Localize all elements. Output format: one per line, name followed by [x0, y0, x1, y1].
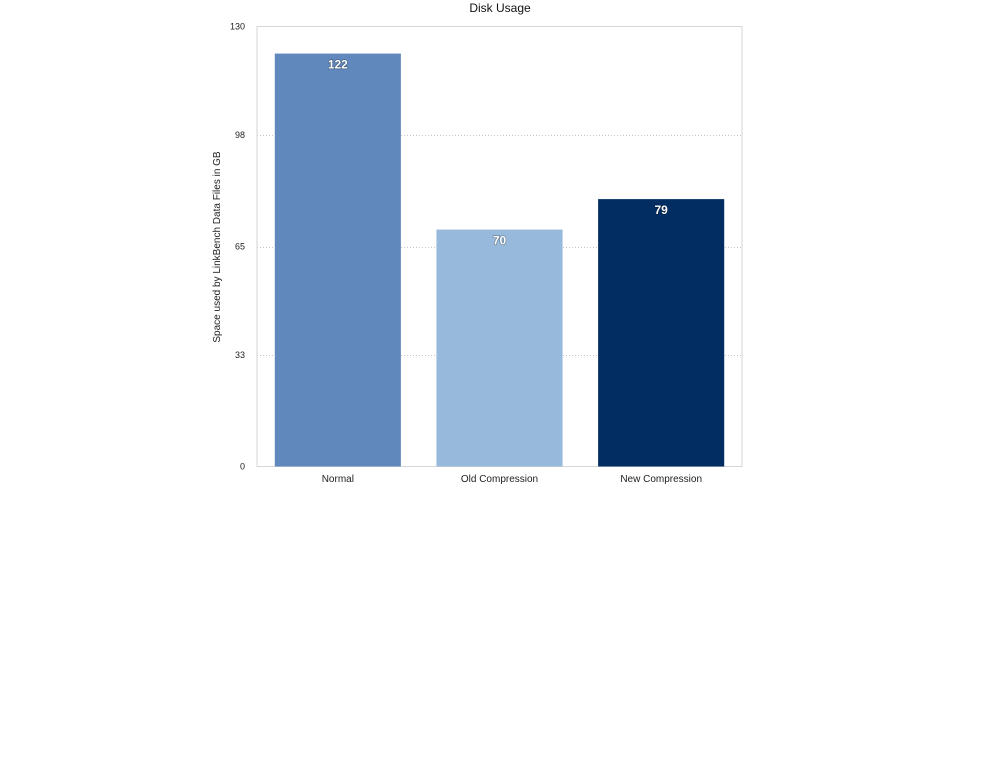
value-label-normal: 122 — [328, 58, 348, 72]
bar-old-compression — [436, 229, 563, 467]
y-tick-label: 98 — [235, 130, 245, 140]
x-category-label-old-compression: Old Compression — [461, 474, 538, 485]
y-tick-labels: 0 33 65 98 130 — [230, 22, 245, 472]
y-tick-label: 65 — [235, 242, 245, 252]
y-tick-label: 130 — [230, 22, 245, 32]
bar-new-compression — [598, 199, 725, 467]
bar-normal — [274, 53, 401, 467]
x-category-label-new-compression: New Compression — [620, 474, 702, 485]
y-axis-label: Space used by LinkBench Data Files in GB — [212, 151, 223, 343]
x-category-labels: Normal Old Compression New Compression — [322, 474, 702, 485]
x-category-label-normal: Normal — [322, 474, 354, 485]
y-tick-label: 33 — [235, 350, 245, 360]
value-label-old-compression: 70 — [493, 234, 507, 248]
value-label-new-compression: 79 — [654, 203, 668, 217]
value-labels: 122 70 79 — [327, 57, 669, 248]
bars — [274, 53, 725, 467]
chart-title: Disk Usage — [469, 1, 531, 15]
y-tick-label: 0 — [240, 462, 245, 472]
